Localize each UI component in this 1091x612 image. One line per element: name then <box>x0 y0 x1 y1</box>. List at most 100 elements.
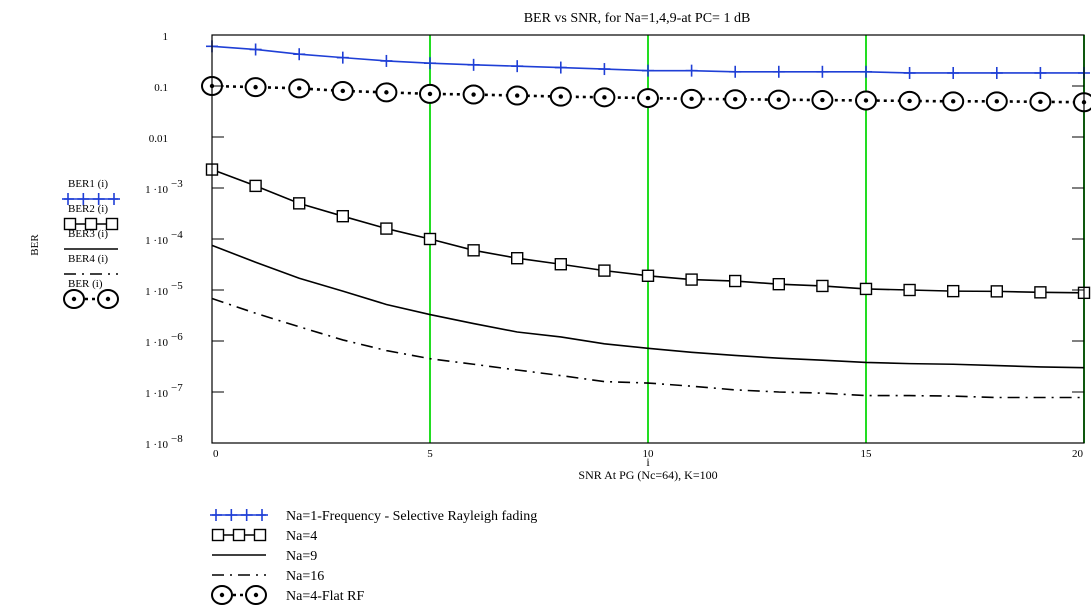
chart-title: BER vs SNR, for Na=1,4,9-at PC= 1 dB <box>524 11 751 26</box>
data-point <box>288 78 311 99</box>
trace-label-stack: BER1 (i) BER2 (i) BER3 (i) BER4 (i) BER (i) <box>62 178 120 309</box>
series-line <box>211 297 1084 399</box>
series-ber2 <box>205 163 1091 300</box>
y-tick-label: 1 ·10 <box>145 337 168 349</box>
data-point <box>424 57 436 70</box>
data-point <box>772 277 785 291</box>
data-point <box>811 90 834 111</box>
data-point <box>253 528 267 542</box>
data-point <box>211 585 233 605</box>
y-tick-exponent: −8 <box>171 433 183 445</box>
data-point <box>380 222 393 235</box>
data-point <box>729 65 742 78</box>
data-point <box>240 509 253 521</box>
data-point <box>419 83 441 104</box>
data-point <box>462 84 485 105</box>
data-point <box>903 66 916 79</box>
data-point <box>77 193 90 205</box>
data-point <box>84 217 98 231</box>
data-point <box>685 64 698 77</box>
legend: Na=1-Frequency - Selective Rayleigh fadi… <box>210 509 537 605</box>
data-point <box>211 528 225 542</box>
series-layer <box>201 40 1091 399</box>
data-point <box>256 509 268 521</box>
data-point <box>63 217 77 231</box>
data-point <box>249 179 262 193</box>
data-point <box>729 274 742 288</box>
data-point <box>1034 66 1047 79</box>
y-tick-label: 1 <box>163 31 169 43</box>
legend-label: Na=1-Frequency - Selective Rayleigh fadi… <box>286 509 537 524</box>
y-tick-exponent: −4 <box>171 229 183 241</box>
data-point <box>336 51 349 64</box>
data-point <box>990 285 1003 298</box>
data-point <box>232 528 246 542</box>
data-point <box>642 64 654 77</box>
data-point <box>641 269 655 282</box>
x-tick-label: 20 <box>1072 448 1084 460</box>
legend-label: Na=16 <box>286 569 324 584</box>
trace-label: BER2 (i) <box>68 203 108 215</box>
y-tick-exponent: −7 <box>171 382 183 394</box>
data-point <box>108 193 120 205</box>
y-tick-label: 0.01 <box>149 133 168 145</box>
data-point <box>1029 91 1052 112</box>
data-point <box>1034 286 1047 299</box>
data-point <box>680 88 703 109</box>
data-point <box>947 66 960 79</box>
data-point <box>249 43 262 56</box>
data-point <box>549 86 572 107</box>
data-point <box>380 54 393 67</box>
data-point <box>97 289 119 309</box>
data-point <box>62 193 74 205</box>
data-point <box>244 77 267 98</box>
trace-label: BER (i) <box>68 278 103 290</box>
y-tick-label: 1 ·10 <box>145 286 168 298</box>
legend-label: Na=4 <box>286 529 317 544</box>
data-point <box>985 91 1008 112</box>
data-point <box>598 264 611 277</box>
data-point <box>375 82 398 103</box>
legend-label: Na=9 <box>286 549 317 564</box>
data-point <box>511 252 524 265</box>
data-point <box>63 289 85 309</box>
y-tick-label: 1 ·10 <box>145 388 168 400</box>
data-point <box>105 217 119 231</box>
y-tick-label: 0.1 <box>154 82 168 94</box>
data-point <box>336 209 349 223</box>
y-tick-label: 1 ·10 <box>145 439 168 451</box>
data-point <box>593 87 616 108</box>
series-ber <box>201 76 1091 113</box>
trace-label: BER4 (i) <box>68 253 108 265</box>
data-point <box>423 232 437 246</box>
trace-label: BER3 (i) <box>68 228 108 240</box>
y-tick-exponent: −6 <box>171 331 183 343</box>
data-point <box>467 58 480 71</box>
y-tick-exponent: −3 <box>171 178 183 190</box>
data-point <box>860 65 872 78</box>
x-tick-label: 15 <box>861 448 873 460</box>
data-point <box>511 60 524 73</box>
data-point <box>990 66 1003 79</box>
series-line <box>211 244 1085 369</box>
data-point <box>467 244 480 257</box>
data-point <box>506 85 529 106</box>
data-point <box>210 509 222 521</box>
data-point <box>898 90 921 111</box>
data-point <box>637 88 659 109</box>
data-point <box>816 279 829 293</box>
data-point <box>767 89 790 110</box>
y-tick-label: 1 ·10 <box>145 235 168 247</box>
data-point <box>942 91 965 112</box>
x-tick-label: 5 <box>427 448 433 460</box>
data-point <box>293 48 306 61</box>
data-point <box>855 90 877 111</box>
trace-label: BER1 (i) <box>68 178 108 190</box>
data-point <box>331 80 354 101</box>
x-tick-label: 10 <box>643 448 655 460</box>
x-tick-label: 0 <box>213 448 219 460</box>
data-point <box>947 284 960 298</box>
data-point <box>772 65 785 78</box>
y-tick-label: 1 ·10 <box>145 184 168 196</box>
